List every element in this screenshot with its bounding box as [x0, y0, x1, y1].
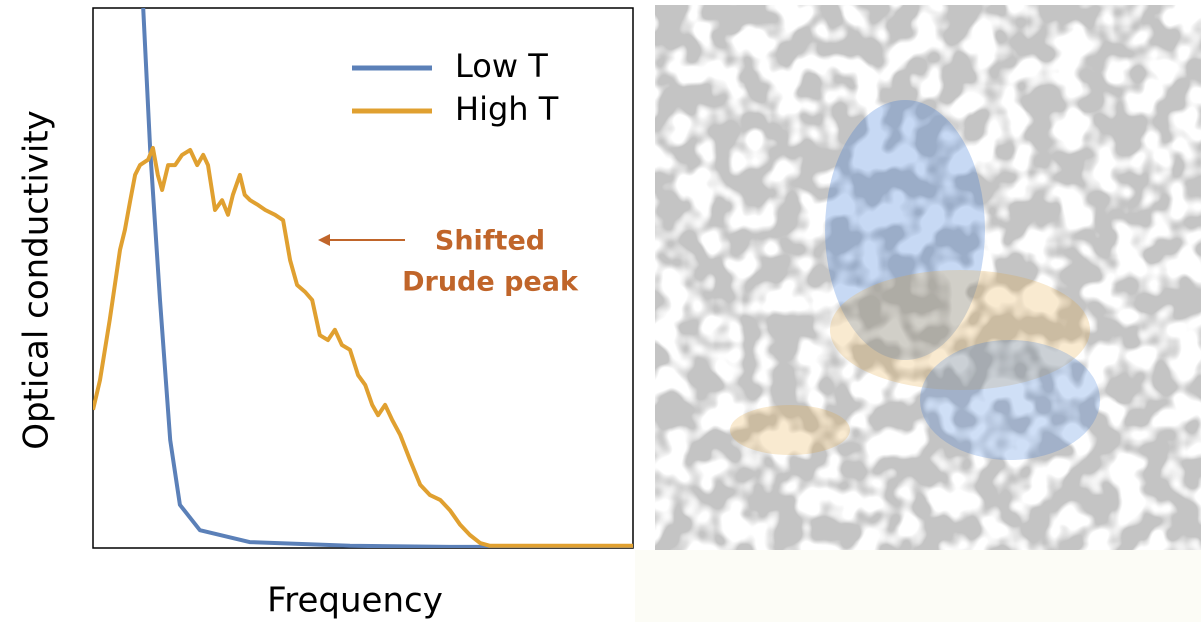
plot-area — [92, 7, 634, 549]
image-highlights — [730, 100, 1100, 460]
series-line — [93, 145, 633, 548]
image-footer-bg — [635, 550, 1201, 622]
legend-label: Low T — [455, 47, 548, 85]
series-line — [141, 8, 633, 548]
annotation: Shifted — [435, 226, 545, 257]
annotation: Drude peak — [402, 267, 579, 298]
simulation-image — [655, 5, 1201, 550]
y-axis-label: Optical conductivity — [17, 110, 57, 450]
legend-label: High T — [455, 90, 559, 128]
annotation-arrowhead — [318, 234, 330, 246]
x-axis-label: Frequency — [267, 581, 443, 621]
